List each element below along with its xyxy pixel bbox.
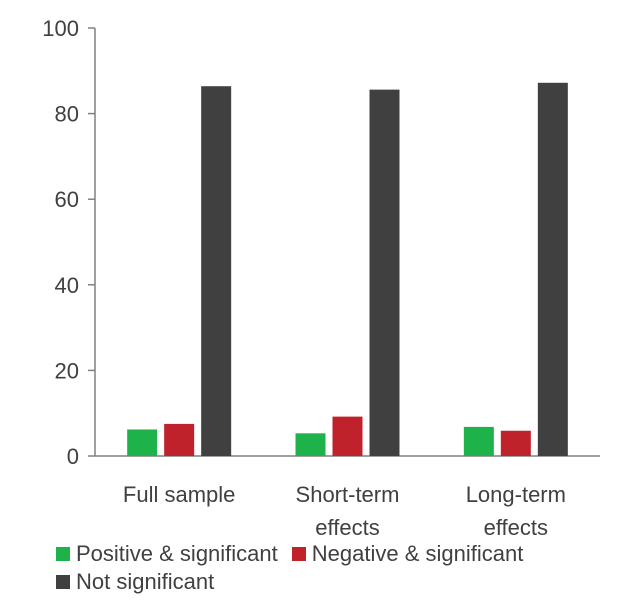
y-axis: 0 20 40 60 80 100 <box>42 16 600 469</box>
bar-not-significant-1 <box>201 86 232 456</box>
y-tick-label: 60 <box>55 187 79 212</box>
x-category-label: Long-term effects <box>466 482 566 540</box>
y-tick-label: 40 <box>55 273 79 298</box>
x-axis: Full sample Short-term effects Long-term eff… <box>123 482 566 540</box>
bar-positive-1 <box>127 429 158 456</box>
bar-negative-2 <box>332 416 363 456</box>
legend-swatch-positive <box>56 547 70 561</box>
bar-chart: 0 20 40 60 80 100 Full sample Short-term effect… <box>42 16 600 540</box>
x-category-label: Short-term effects <box>296 482 400 540</box>
legend-label-positive: Positive & significant <box>76 541 278 566</box>
legend-label-not-significant: Not significant <box>76 569 215 594</box>
y-tick-label: 0 <box>67 444 79 469</box>
bar-not-significant-2 <box>369 89 400 456</box>
y-tick-label: 100 <box>42 16 79 41</box>
bar-negative-1 <box>164 423 195 456</box>
bar-positive-2 <box>295 433 326 456</box>
legend-item-not-significant: Not significant <box>56 568 214 596</box>
y-tick-label: 20 <box>55 358 79 383</box>
bar-not-significant-3 <box>537 82 568 456</box>
legend-swatch-not-significant <box>56 575 70 589</box>
bar-negative-3 <box>500 430 531 456</box>
legend-item-positive: Positive & significant <box>56 540 278 568</box>
legend-item-negative: Negative & significant <box>291 540 524 568</box>
legend-label-negative: Negative & significant <box>311 541 524 566</box>
legend-swatch-negative <box>291 547 306 561</box>
bar-positive-3 <box>463 426 494 456</box>
y-tick-label: 80 <box>55 102 79 127</box>
x-category-label: Full sample <box>123 482 235 507</box>
legend: Positive & significant Negative & signif… <box>56 540 616 596</box>
bars <box>127 82 568 456</box>
